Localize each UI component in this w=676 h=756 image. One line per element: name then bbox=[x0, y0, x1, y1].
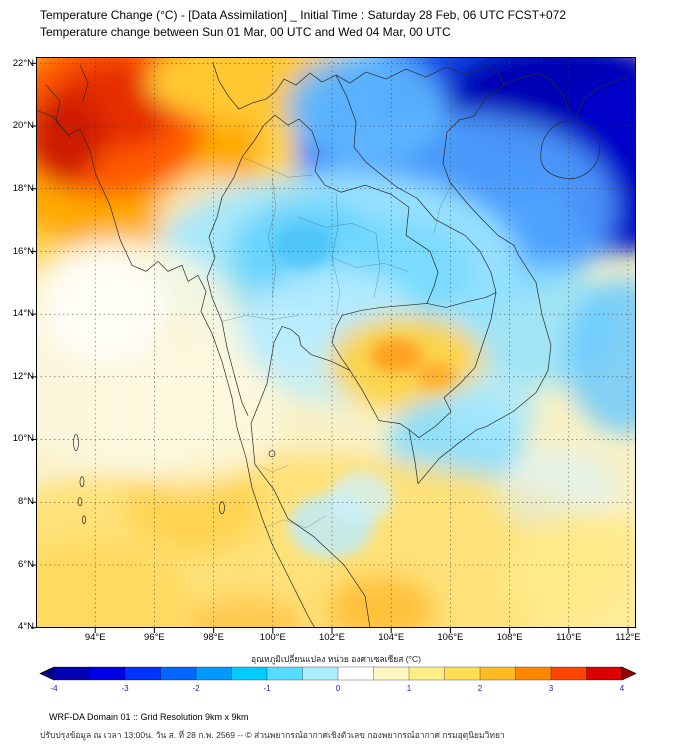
lat-tick-label: 8°N bbox=[18, 496, 34, 507]
map-container bbox=[31, 57, 636, 634]
lon-tick-label: 112°E bbox=[615, 632, 641, 643]
coastlines-borders bbox=[35, 62, 629, 629]
lat-tick-label: 20°N bbox=[12, 120, 34, 132]
lon-tick-label: 104°E bbox=[378, 632, 405, 643]
weather-map bbox=[31, 57, 636, 634]
colorbar-tick-label: 2 bbox=[477, 684, 483, 693]
thailand-cambodia-border bbox=[331, 303, 428, 371]
province-borders bbox=[221, 157, 453, 528]
lat-tick-label: 12°N bbox=[12, 370, 34, 382]
lon-tick-label: 102°E bbox=[319, 632, 345, 643]
lon-tick-label: 96°E bbox=[144, 632, 165, 643]
colorbar-tick-label: -3 bbox=[121, 684, 129, 693]
lon-tick-label: 94°E bbox=[84, 632, 106, 643]
footer-domain-info: WRF-DA Domain 01 :: Grid Resolution 9km … bbox=[49, 712, 249, 722]
lon-tick-label: 106°E bbox=[437, 632, 464, 643]
lat-tick-label: 16°N bbox=[12, 245, 34, 257]
colorbar-tick-label: 1 bbox=[406, 684, 412, 693]
laos-vietnam-border bbox=[335, 74, 497, 293]
lon-tick-label: 108°E bbox=[496, 632, 523, 643]
lat-tick-label: 22°N bbox=[12, 57, 34, 69]
colorbar-tick-label: -4 bbox=[50, 684, 58, 693]
west-coastline bbox=[35, 109, 316, 629]
colorbar-tick-label: 0 bbox=[335, 684, 341, 693]
map-title-line1: Temperature Change (°C) - [Data Assimila… bbox=[40, 8, 567, 22]
china-border bbox=[212, 62, 505, 110]
map-frame bbox=[36, 57, 636, 628]
temperature-field bbox=[36, 57, 636, 628]
cambodia-vietnam-border bbox=[408, 292, 497, 439]
axis-ticks bbox=[31, 62, 629, 634]
colorbar-tick-label: -1 bbox=[263, 684, 271, 693]
colorbar-tick-label: 3 bbox=[548, 684, 554, 693]
lon-tick-label: 98°E bbox=[203, 632, 224, 643]
lat-tick-label: 10°N bbox=[12, 433, 34, 445]
lon-tick-label: 100°E bbox=[259, 632, 286, 643]
topleft-borders bbox=[45, 64, 89, 138]
colorbar bbox=[39, 666, 637, 681]
footer-update-info: ปรับปรุงข้อมูล ณ เวลา 13:00น. วัน ส. ที่… bbox=[40, 730, 505, 740]
thailand-laos-border bbox=[274, 114, 439, 304]
colorbar-title: อุณหภูมิเปลี่ยนแปลง หน่วย องศาเซลเซียส (… bbox=[251, 654, 421, 664]
lat-tick-label: 14°N bbox=[12, 308, 34, 320]
lon-tick-label: 110°E bbox=[556, 632, 582, 643]
lat-tick-label: 6°N bbox=[18, 558, 34, 570]
gulf-vietnam-coastline bbox=[250, 72, 629, 629]
lat-tick-label: 4°N bbox=[18, 621, 34, 633]
colorbar-tick-label: -2 bbox=[192, 684, 200, 693]
colorbar-tick-label: 4 bbox=[619, 684, 625, 693]
myanmar-thailand-border bbox=[206, 114, 276, 416]
hainan-island-outline bbox=[540, 120, 600, 180]
lat-tick-label: 18°N bbox=[12, 183, 34, 194]
map-title-line2: Temperature change between Sun 01 Mar, 0… bbox=[40, 25, 451, 39]
small-islands bbox=[73, 434, 276, 525]
